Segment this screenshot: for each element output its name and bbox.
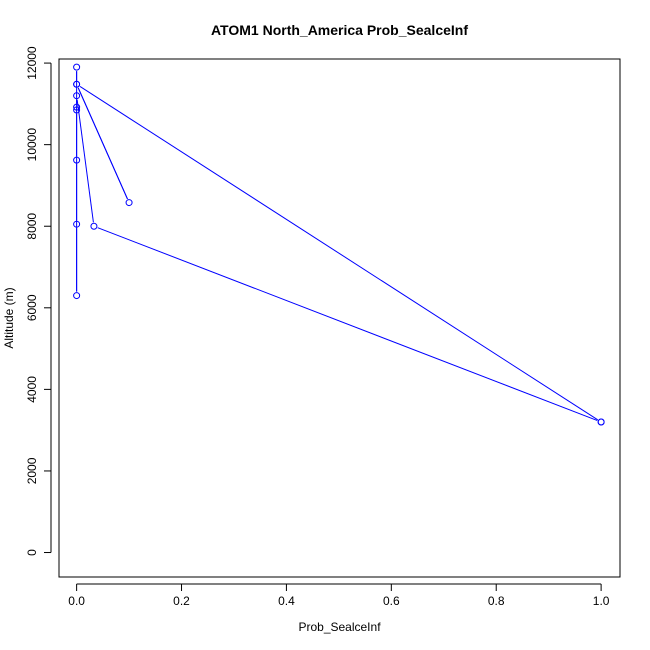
series-line-segment [77,87,128,200]
data-point [73,80,81,88]
data-point [73,220,81,228]
y-tick-label: 8000 [25,213,39,240]
series-line-segment [76,99,94,223]
data-point [73,63,81,71]
x-tick-label: 0.4 [278,594,295,608]
data-point [90,222,98,230]
y-tick-label: 2000 [25,457,39,484]
chart-title: ATOM1 North_America Prob_SealceInf [211,22,468,38]
x-tick-label: 0.0 [68,594,85,608]
x-tick-label: 1.0 [593,594,610,608]
data-point [73,92,81,100]
data-point [597,418,605,426]
data-point [73,156,81,164]
x-tick-label: 0.6 [383,594,400,608]
y-axis-label: Altitude (m) [2,287,16,348]
plot-frame [58,58,621,578]
y-tick-label: 0 [25,549,39,556]
x-tick-label: 0.8 [488,594,505,608]
series-line-segment [79,86,599,421]
series-layer [73,63,605,426]
x-axis: 0.0 0.2 0.4 0.6 0.8 1.0 [68,583,610,608]
y-tick-label: 12000 [25,46,39,80]
y-tick-label: 10000 [25,128,39,162]
x-axis-label: Prob_SealceInf [298,620,381,634]
series-line-segment [97,227,598,422]
y-tick-label: 4000 [25,376,39,403]
y-tick-label: 6000 [25,294,39,321]
y-axis: 0 2000 4000 6000 8000 10000 12000 [25,46,52,556]
x-tick-label: 0.2 [173,594,190,608]
data-point [73,292,81,300]
data-point [73,106,81,114]
data-point [73,103,81,111]
data-point [125,199,133,207]
